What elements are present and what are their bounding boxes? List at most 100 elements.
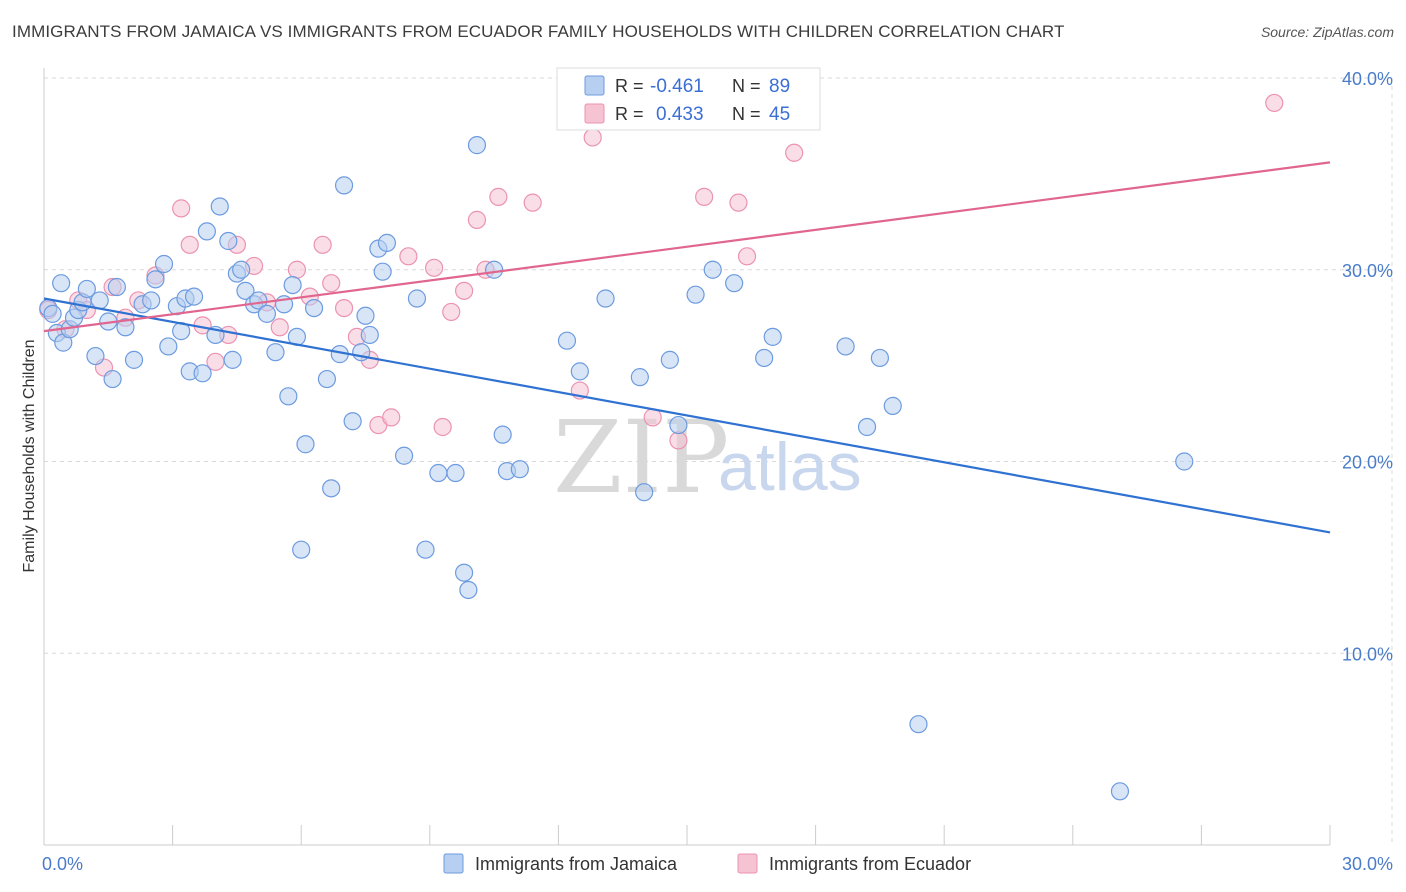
legend-r-label-jamaica: R =: [615, 76, 644, 96]
ecuador-point-43: [785, 143, 804, 162]
jamaica-point-77: [686, 285, 705, 304]
jamaica-point-28: [197, 222, 216, 241]
jamaica-point-45: [296, 435, 315, 454]
trend-lines: [43, 161, 1331, 534]
ecuador-point-41: [729, 193, 748, 212]
ecuador-point-22: [334, 299, 354, 318]
y-tick-label-1: 20.0%: [1342, 453, 1393, 473]
jamaica-point-67: [493, 425, 512, 444]
jamaica-point-11: [90, 291, 109, 310]
jamaica-point-54: [360, 325, 379, 345]
jamaica-point-1: [43, 304, 62, 323]
ecuador-trend-line: [43, 161, 1331, 333]
ecuador-point-38: [643, 408, 662, 427]
jamaica-point-83: [857, 417, 877, 437]
jamaica-point-32: [223, 350, 242, 369]
source-credit: Source: ZipAtlas.com: [1260, 24, 1394, 40]
jamaica-point-20: [154, 254, 174, 274]
ecuador-point-42: [737, 247, 757, 266]
jamaica-point-31: [219, 231, 238, 251]
y-axis-title: Family Households with Children: [21, 340, 38, 573]
series-legend: Immigrants from Jamaica Immigrants from …: [443, 853, 971, 874]
jamaica-point-19: [146, 270, 165, 289]
ecuador-point-10: [180, 235, 199, 254]
jamaica-point-15: [116, 318, 135, 337]
jamaica-point-58: [394, 446, 414, 465]
jamaica-point-78: [703, 260, 722, 279]
y-tick-label-3: 40.0%: [1342, 69, 1393, 89]
series-legend-label-ecuador: Immigrants from Ecuador: [769, 854, 971, 874]
jamaica-point-71: [570, 362, 589, 381]
ecuador-point-9: [172, 199, 191, 218]
jamaica-point-81: [763, 327, 782, 346]
jamaica-point-80: [755, 348, 774, 368]
jamaica-point-38: [257, 304, 277, 323]
legend-n-label-jamaica: N =: [732, 76, 761, 96]
jamaica-point-16: [124, 350, 144, 369]
jamaica-point-82: [836, 337, 855, 356]
series-legend-label-jamaica: Immigrants from Jamaica: [475, 854, 678, 874]
jamaica-point-34: [232, 260, 251, 279]
legend-n-value-jamaica: 89: [769, 76, 790, 97]
ecuador-point-27: [399, 247, 418, 266]
legend-r-label-ecuador: R =: [615, 104, 644, 124]
jamaica-point-61: [429, 463, 448, 483]
ecuador-point-20: [313, 235, 332, 254]
jamaica-point-42: [283, 275, 302, 295]
ecuador-point-30: [442, 302, 461, 322]
jamaica-point-26: [184, 287, 204, 306]
legend-swatch-jamaica: [584, 75, 605, 96]
jamaica-point-50: [334, 176, 354, 195]
axes: [43, 68, 1331, 846]
jamaica-points: [39, 136, 1194, 801]
jamaica-point-27: [193, 364, 212, 383]
ecuador-point-29: [433, 417, 452, 437]
jamaica-point-88: [1175, 452, 1194, 471]
series-legend-swatch-ecuador: [737, 853, 758, 874]
jamaica-point-37: [249, 291, 268, 310]
jamaica-point-65: [467, 136, 487, 155]
jamaica-point-3: [52, 274, 71, 293]
legend-swatch-ecuador: [584, 103, 605, 124]
ecuador-point-37: [583, 128, 602, 147]
ecuador-point-40: [695, 187, 714, 206]
jamaica-point-14: [107, 277, 126, 297]
jamaica-point-51: [343, 412, 362, 431]
jamaica-point-47: [317, 369, 337, 389]
jamaica-trend-line: [43, 297, 1331, 534]
jamaica-point-79: [725, 274, 744, 293]
ecuador-point-44: [1265, 93, 1284, 113]
chart-title: IMMIGRANTS FROM JAMAICA VS IMMIGRANTS FR…: [12, 22, 1065, 41]
jamaica-point-35: [236, 281, 255, 300]
jamaica-point-86: [909, 715, 928, 734]
jamaica-point-10: [86, 346, 105, 366]
ecuador-point-31: [454, 281, 474, 300]
jamaica-point-73: [630, 368, 649, 387]
watermark-atlas: atlas: [718, 429, 862, 505]
jamaica-point-13: [103, 369, 122, 389]
legend-r-value-jamaica: -0.461: [650, 76, 704, 97]
ecuador-point-28: [424, 258, 444, 277]
jamaica-point-56: [373, 262, 392, 281]
y-tick-label-2: 30.0%: [1342, 261, 1393, 281]
jamaica-point-69: [510, 460, 529, 479]
y-tick-label-0: 10.0%: [1342, 644, 1393, 664]
tick-labels: 10.0% 20.0% 30.0% 40.0% 0.0% 30.0%: [42, 69, 1393, 874]
ecuador-point-21: [322, 274, 341, 293]
jamaica-point-53: [356, 306, 375, 325]
jamaica-point-76: [669, 415, 688, 435]
legend-n-label-ecuador: N =: [732, 104, 761, 124]
jamaica-point-74: [635, 483, 654, 502]
jamaica-point-84: [870, 348, 890, 368]
jamaica-point-87: [1110, 782, 1130, 801]
jamaica-point-64: [459, 580, 478, 600]
watermark: ZIP atlas: [553, 399, 862, 516]
jamaica-point-9: [77, 279, 96, 299]
jamaica-point-85: [883, 396, 902, 415]
jamaica-point-18: [142, 291, 161, 310]
jamaica-point-59: [407, 289, 427, 308]
ecuador-point-26: [382, 408, 401, 427]
jamaica-point-72: [596, 289, 615, 308]
series-legend-swatch-jamaica: [443, 853, 464, 874]
